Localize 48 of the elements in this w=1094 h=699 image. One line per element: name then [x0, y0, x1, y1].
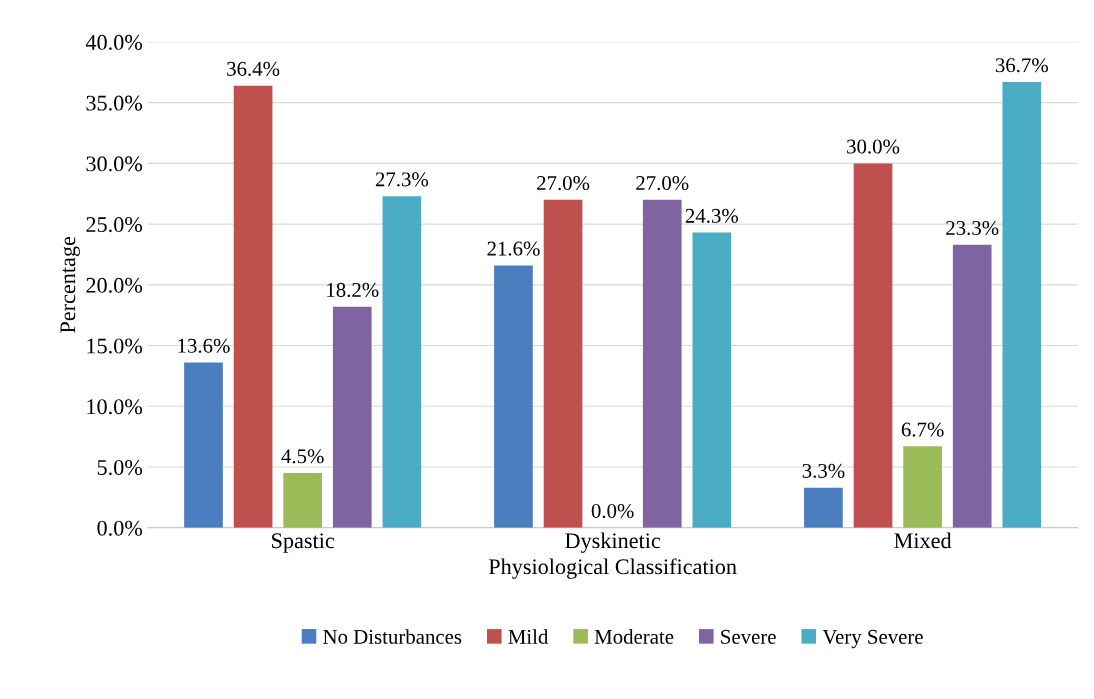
x-axis-title: Physiological Classification [488, 558, 737, 579]
bar [952, 244, 992, 528]
data-label: 27.0% [636, 175, 689, 191]
data-label: 3.3% [802, 463, 845, 478]
x-tick-label: Dyskinetic [565, 532, 661, 553]
bar [1002, 82, 1042, 528]
y-tick-label: 20.0% [86, 277, 143, 293]
legend-label: Very Severe [822, 629, 923, 649]
legend-label: No Disturbances [323, 629, 462, 644]
bar [903, 446, 942, 528]
y-tick-label: 15.0% [87, 338, 143, 354]
data-label: 30.0% [847, 139, 900, 154]
bar [543, 199, 583, 528]
y-axis-title: Percentage [60, 236, 80, 333]
x-tick-label: Mixed [894, 532, 952, 549]
y-tick-label: 25.0% [86, 217, 143, 233]
data-label: 0.0% [591, 503, 634, 519]
data-label: 13.6% [178, 338, 230, 353]
data-label: 36.7% [995, 58, 1048, 73]
bar [184, 362, 223, 528]
data-label: 27.3% [375, 172, 429, 187]
data-label: 36.4% [227, 61, 280, 76]
legend-label: Moderate [594, 629, 674, 644]
bar [804, 487, 843, 528]
bar [494, 265, 533, 528]
legend-label: Mild [508, 629, 549, 644]
data-label: 4.5% [281, 449, 324, 464]
bar [283, 473, 323, 528]
data-label: 21.6% [487, 241, 540, 256]
y-tick-label: 10.0% [87, 399, 143, 415]
bar [692, 232, 732, 528]
data-label: 23.3% [946, 220, 999, 236]
data-label: 6.7% [901, 422, 944, 437]
data-label: 24.3% [685, 208, 739, 223]
data-label: 27.0% [537, 175, 590, 191]
y-tick-label: 5.0% [97, 459, 143, 476]
y-tick-label: 40.0% [85, 34, 143, 50]
x-tick-label: Spastic [272, 533, 335, 553]
bar [642, 199, 682, 528]
bar [382, 196, 422, 528]
legend-label: Severe [721, 629, 776, 644]
bar [332, 306, 372, 528]
data-label: 18.2% [327, 282, 379, 298]
bar [853, 163, 893, 528]
bar [233, 85, 273, 528]
y-tick-label: 35.0% [86, 95, 143, 111]
y-tick-label: 30.0% [86, 156, 143, 172]
y-tick-label: 0.0% [97, 520, 143, 536]
